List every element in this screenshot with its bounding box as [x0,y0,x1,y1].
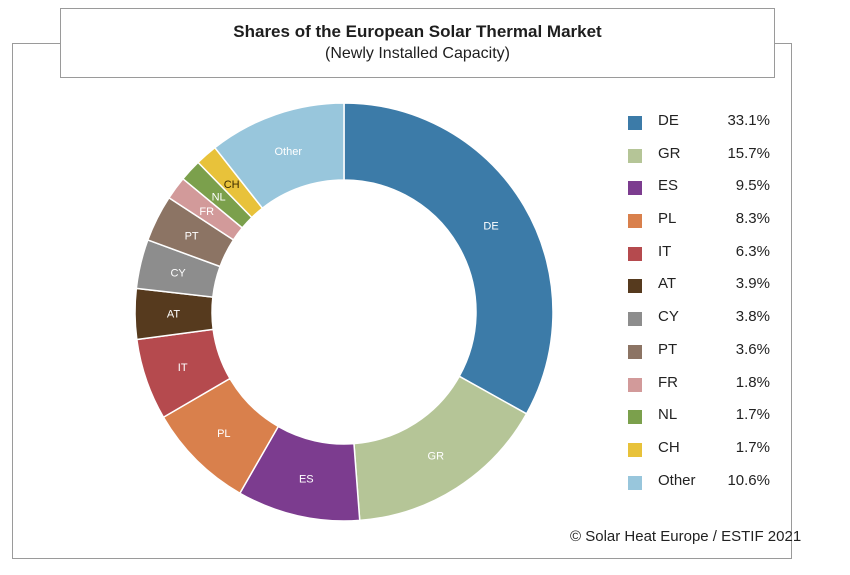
legend-value: 3.9% [735,275,770,293]
legend-label: Other [658,471,696,489]
legend-label: FR [658,373,678,391]
slice-label-cy: CY [170,268,186,280]
legend-item-pt: PT 3.6% [628,341,773,374]
slice-other [213,102,345,210]
legend-swatch [628,181,642,196]
slice-label-es: ES [299,473,314,485]
legend-item-gr: GR 15.7% [628,145,773,178]
slice-label-pl: PL [217,428,230,440]
legend-swatch [628,377,642,392]
legend-swatch [628,344,642,359]
slice-de [343,102,554,415]
slice-label-fr: FR [199,206,214,218]
legend-item-ch: CH 1.7% [628,439,773,472]
slice-label-nl: NL [212,191,226,203]
legend-swatch [628,246,642,261]
legend-label: NL [658,406,678,424]
legend-label: AT [658,275,677,293]
legend-label: CY [658,308,679,326]
legend-item-es: ES 9.5% [628,177,773,210]
legend-swatch [628,410,642,425]
legend-item-at: AT 3.9% [628,275,773,308]
slice-label-ch: CH [224,179,240,191]
slice-label-pt: PT [185,231,199,243]
legend-swatch [628,475,642,490]
legend-value: 10.6% [727,471,770,489]
legend-value: 15.7% [727,144,770,162]
chart-subtitle: (Newly Installed Capacity) [325,45,510,62]
legend-swatch [628,214,642,229]
legend-value: 33.1% [727,112,770,129]
legend-swatch [628,312,642,327]
copyright-text: © Solar Heat Europe / ESTIF 2021 [570,528,802,545]
slice-label-other: Other [275,146,303,158]
legend-label: IT [658,242,672,260]
legend-label: PL [658,210,677,228]
legend-item-nl: NL 1.7% [628,406,773,439]
legend-swatch [628,442,642,457]
legend-item-it: IT 6.3% [628,243,773,276]
legend-value: 1.7% [735,438,770,456]
slice-label-it: IT [178,362,188,374]
legend-value: 9.5% [735,177,770,195]
legend-swatch [628,148,642,163]
legend-value: 8.3% [735,210,770,228]
legend-value: 3.6% [735,340,770,358]
slice-label-gr: GR [428,451,445,463]
legend-label: DE [658,112,679,129]
legend-swatch [628,279,642,294]
legend-item-cy: CY 3.8% [628,308,773,341]
legend-item-de: DE 33.1% [628,112,773,145]
legend-item-other: Other 10.6% [628,472,773,505]
legend-item-fr: FR 1.8% [628,374,773,407]
legend-value: 1.8% [735,373,770,391]
title-box: Shares of the European Solar Thermal Mar… [60,8,775,78]
legend-swatch [628,116,642,130]
legend-item-pl: PL 8.3% [628,210,773,243]
legend-value: 3.8% [735,308,770,326]
slice-label-de: DE [483,221,498,233]
legend-value: 1.7% [735,406,770,424]
legend-label: GR [658,144,681,162]
chart-title: Shares of the European Solar Thermal Mar… [233,22,602,41]
slice-label-at: AT [167,309,181,321]
legend-value: 6.3% [735,242,770,260]
legend-label: ES [658,177,679,195]
legend-label: PT [658,340,678,358]
legend-label: CH [658,438,680,456]
chart-legend: DE 33.1% GR 15.7% ES 9.5% PL 8.3% IT 6.3% AT 3.9% CY… [628,112,773,504]
